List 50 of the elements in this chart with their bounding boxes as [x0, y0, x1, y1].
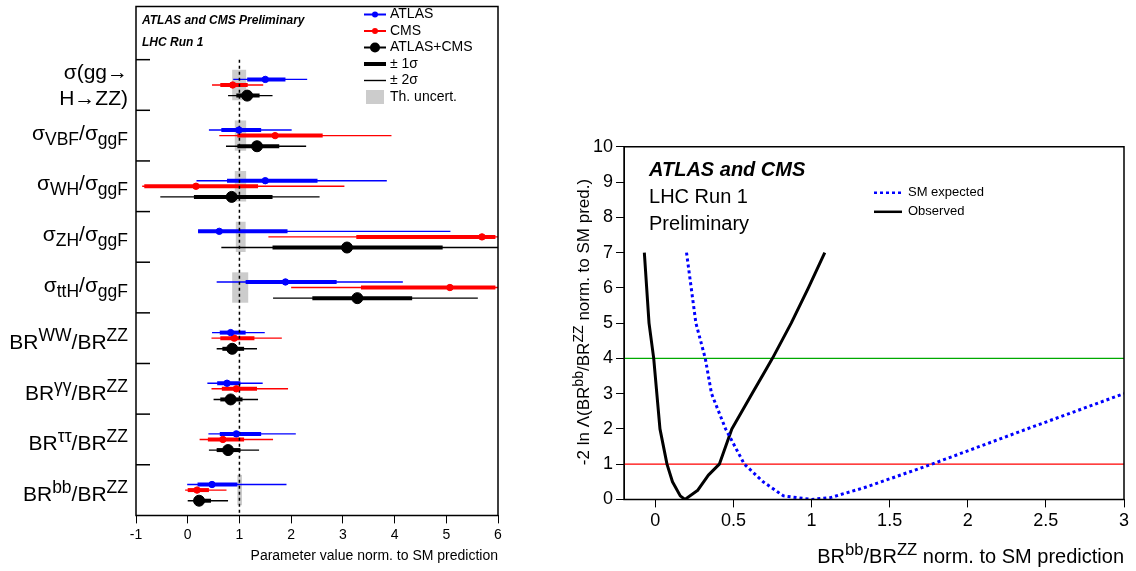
text: LHC Run 1 [142, 34, 204, 49]
annotation: Preliminary [649, 212, 750, 235]
x-tick-label: 2 [962, 510, 973, 531]
y-tick-label: 4 [603, 347, 614, 368]
legend-label: ± 2σ [390, 71, 419, 88]
y-tick-label: 3 [603, 382, 614, 403]
x-tick-label: 0 [183, 525, 192, 542]
annotation: LHC Run 1 [649, 185, 748, 208]
y-tick-label: BR$^{WW}$/BR$^{ZZ}$ [9, 323, 128, 355]
legend-label: Th. uncert. [390, 87, 457, 104]
x-axis-title: Parameter value norm. to SM prediction [250, 547, 498, 564]
x-tick-label: 4 [390, 525, 399, 542]
x-axis-title: BR$^{bb}$/BR$^{ZZ}$ norm. to SM prediction [817, 540, 1124, 568]
x-tick-label: 3 [1118, 510, 1130, 531]
y-tick-label: 1 [603, 453, 614, 474]
y-tick-label: 9 [603, 171, 614, 192]
legend-label: ± 1σ [390, 54, 419, 71]
x-tick-label: 6 [494, 525, 503, 542]
y-tick-label: σ(gg→ H→ZZ) [59, 59, 128, 111]
x-tick-label: 0.5 [720, 510, 746, 531]
y-tick-label: 7 [603, 241, 614, 262]
y-tick-label: BR$^{ττ}$/BR$^{ZZ}$ [28, 424, 128, 456]
y-tick-label: 0 [603, 488, 614, 509]
y-tick-label: BR$^{bb}$/BR$^{ZZ}$ [22, 475, 128, 507]
y-tick-label: σ$_{VBF}$/σ$_{ggF}$ [32, 119, 128, 151]
y-tick-label: σ$_{ZH}$/σ$_{ggF}$ [42, 220, 128, 252]
annotation: ATLAS and CMS [648, 158, 806, 181]
legend-label: SM expected [908, 184, 984, 200]
y-tick-label: 8 [603, 206, 614, 227]
legend-label: ATLAS [390, 5, 434, 22]
x-tick-label: 5 [442, 525, 451, 542]
legend-label: ATLAS+CMS [390, 38, 473, 55]
x-tick-label: 0 [650, 510, 661, 531]
x-tick-label: 1.5 [877, 510, 903, 531]
y-tick-label: σ$_{WH}$/σ$_{ggF}$ [36, 170, 128, 202]
x-tick-label: -1 [129, 525, 143, 542]
y-tick-label: 6 [603, 276, 614, 297]
y-tick-label: 10 [592, 135, 614, 156]
legend-label: CMS [390, 21, 422, 38]
x-tick-label: 2 [287, 525, 296, 542]
legend-label: Observed [908, 203, 965, 219]
text: ATLAS and CMS Preliminary [141, 12, 306, 27]
y-tick-label: σ$_{ttH}$/σ$_{ggF}$ [43, 271, 128, 303]
x-tick-label: 1 [235, 525, 244, 542]
y-tick-label: 2 [603, 417, 614, 438]
x-tick-label: 2.5 [1033, 510, 1059, 531]
x-tick-label: 1 [806, 510, 817, 531]
x-tick-label: 3 [338, 525, 347, 542]
y-tick-label: BR$^{γγ}$/BR$^{ZZ}$ [24, 374, 128, 406]
y-tick-label: 5 [603, 312, 614, 333]
